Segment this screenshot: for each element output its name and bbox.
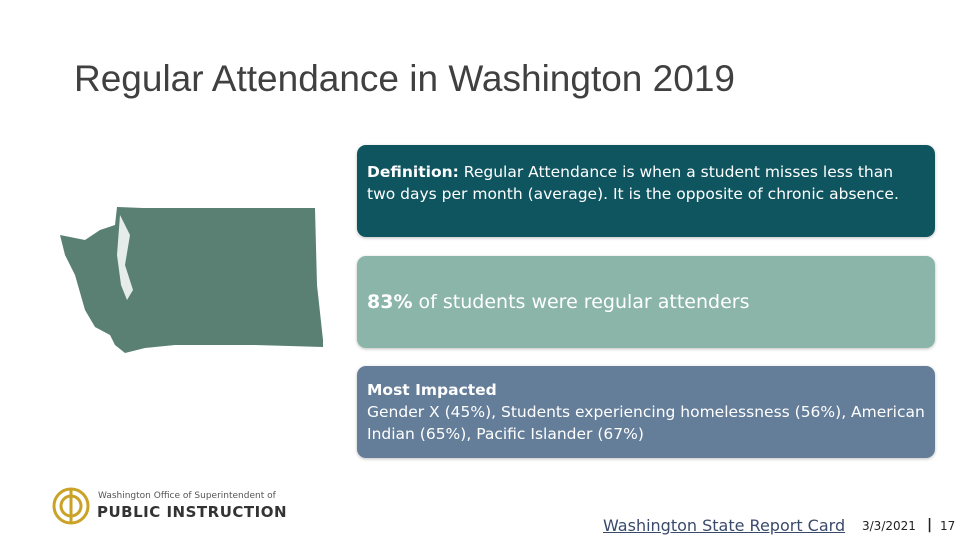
stat-text: of students were regular attenders bbox=[418, 291, 750, 313]
impact-text: Gender X (45%), Students experiencing ho… bbox=[367, 403, 925, 443]
definition-box: Definition: Regular Attendance is when a… bbox=[357, 145, 935, 237]
title: Regular Attendance in Washington 2019 bbox=[74, 58, 735, 99]
stat-value: 83% bbox=[367, 291, 413, 313]
definition-text: Regular Attendance is when a student mis… bbox=[367, 163, 899, 203]
stat-box: 83% of students were regular attenders bbox=[357, 256, 935, 348]
state-shape bbox=[60, 207, 323, 353]
washington-map bbox=[60, 207, 323, 353]
logo-line1: Washington Office of Superintendent of bbox=[98, 491, 276, 501]
page-number: 17 bbox=[940, 519, 956, 533]
definition-label: Definition: bbox=[367, 163, 459, 181]
logo-icon bbox=[52, 487, 90, 525]
date: 3/3/2021 bbox=[862, 519, 916, 533]
report-card-link[interactable]: Washington State Report Card bbox=[603, 516, 846, 535]
impact-box: Most Impacted Gender X (45%), Students ex… bbox=[357, 366, 935, 458]
logo-line2: PUBLIC INSTRUCTION bbox=[97, 503, 288, 521]
impact-heading: Most Impacted bbox=[367, 381, 497, 399]
puget-sound bbox=[117, 215, 133, 300]
separator: | bbox=[927, 517, 933, 533]
